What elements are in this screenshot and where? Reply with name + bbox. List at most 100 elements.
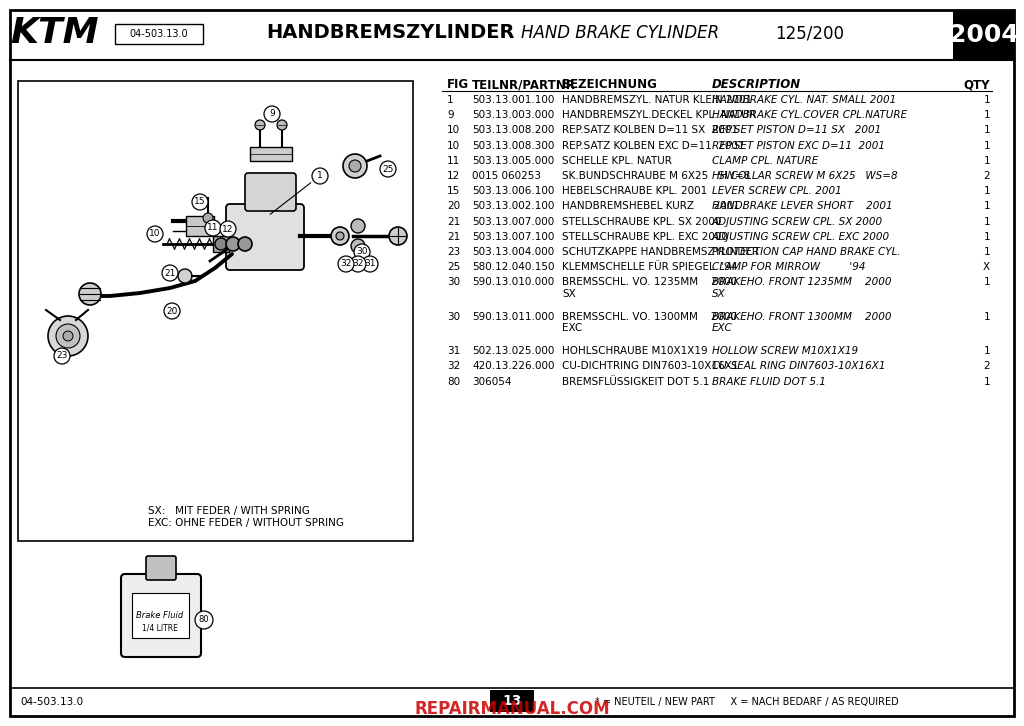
Text: 1: 1	[983, 232, 990, 242]
Text: 1: 1	[983, 377, 990, 387]
Text: REP.SET PISTON D=11 SX   2001: REP.SET PISTON D=11 SX 2001	[712, 126, 882, 136]
Text: DESCRIPTION: DESCRIPTION	[712, 78, 801, 91]
Circle shape	[338, 256, 354, 272]
Circle shape	[54, 348, 70, 364]
Text: REP.SATZ KOLBEN EXC D=11  2001: REP.SATZ KOLBEN EXC D=11 2001	[562, 141, 744, 150]
Text: STELLSCHRAUBE KPL. EXC 2000: STELLSCHRAUBE KPL. EXC 2000	[562, 232, 728, 242]
Text: 2004: 2004	[949, 23, 1019, 47]
Text: CLAMP CPL. NATURE: CLAMP CPL. NATURE	[712, 156, 818, 166]
Text: BEZEICHNUNG: BEZEICHNUNG	[562, 78, 657, 91]
Text: 21: 21	[447, 232, 460, 242]
Text: 31: 31	[447, 346, 460, 356]
Text: REP.SET PISTON EXC D=11  2001: REP.SET PISTON EXC D=11 2001	[712, 141, 885, 150]
Circle shape	[162, 265, 178, 281]
Text: 21: 21	[447, 216, 460, 227]
Bar	[490, 690, 534, 712]
Text: 503.13.008.200: 503.13.008.200	[472, 126, 554, 136]
Text: 1: 1	[983, 126, 990, 136]
Text: 1: 1	[983, 247, 990, 257]
Text: 9: 9	[447, 110, 454, 121]
Text: 1: 1	[983, 201, 990, 211]
Text: 25: 25	[382, 165, 393, 174]
Text: 32: 32	[447, 362, 460, 372]
Text: 04-503.13.0: 04-503.13.0	[20, 697, 83, 707]
Circle shape	[362, 256, 378, 272]
Circle shape	[264, 106, 280, 122]
Text: SCHELLE KPL. NATUR: SCHELLE KPL. NATUR	[562, 156, 672, 166]
Text: FIG: FIG	[447, 78, 469, 91]
Text: 503.13.005.000: 503.13.005.000	[472, 156, 554, 166]
Circle shape	[351, 239, 365, 253]
Text: KTM: KTM	[10, 16, 99, 50]
Text: 590.13.010.000: 590.13.010.000	[472, 277, 554, 287]
Text: 0015 060253: 0015 060253	[472, 171, 541, 181]
Circle shape	[238, 237, 252, 251]
Text: HANDBRAKE CYL.COVER CPL.NATURE: HANDBRAKE CYL.COVER CPL.NATURE	[712, 110, 907, 121]
Circle shape	[389, 227, 407, 245]
Text: 30: 30	[356, 248, 368, 256]
Circle shape	[203, 213, 213, 223]
Text: SCHUTZKAPPE HANDBREMSZYLINDER: SCHUTZKAPPE HANDBREMSZYLINDER	[562, 247, 759, 257]
Text: * = NEUTEIL / NEW PART     X = NACH BEDARF / AS REQUIRED: * = NEUTEIL / NEW PART X = NACH BEDARF /…	[595, 697, 899, 707]
Text: QTY: QTY	[964, 78, 990, 91]
Circle shape	[164, 303, 180, 319]
Text: PROTECTION CAP HAND BRAKE CYL.: PROTECTION CAP HAND BRAKE CYL.	[712, 247, 901, 257]
Circle shape	[312, 168, 328, 184]
Text: HOHLSCHRAUBE M10X1X19: HOHLSCHRAUBE M10X1X19	[562, 346, 708, 356]
Text: 10: 10	[150, 229, 161, 239]
Text: Brake Fluid: Brake Fluid	[136, 611, 183, 621]
Text: BRAKEHO. FRONT 1235MM    2000
SX: BRAKEHO. FRONT 1235MM 2000 SX	[712, 277, 892, 299]
Text: 11: 11	[207, 224, 219, 232]
Text: 503.13.002.100: 503.13.002.100	[472, 201, 554, 211]
Text: 580.12.040.150: 580.12.040.150	[472, 262, 555, 272]
Text: 125/200: 125/200	[775, 24, 845, 42]
Text: 2: 2	[983, 362, 990, 372]
Text: 1: 1	[983, 141, 990, 150]
Circle shape	[278, 120, 287, 130]
Text: ADJUSTING SCREW CPL. EXC 2000: ADJUSTING SCREW CPL. EXC 2000	[712, 232, 890, 242]
Text: 31: 31	[365, 259, 376, 269]
Text: BRAKEHO. FRONT 1300MM    2000
EXC: BRAKEHO. FRONT 1300MM 2000 EXC	[712, 311, 892, 333]
Text: KLEMMSCHELLE FÜR SPIEGEL  '94: KLEMMSCHELLE FÜR SPIEGEL '94	[562, 262, 737, 272]
Text: HAND BRAKE CYLINDER: HAND BRAKE CYLINDER	[521, 24, 719, 42]
Bar	[213, 236, 229, 252]
Text: HANDBRAKE CYL. NAT. SMALL 2001: HANDBRAKE CYL. NAT. SMALL 2001	[712, 95, 896, 105]
Text: SX:   MIT FEDER / WITH SPRING: SX: MIT FEDER / WITH SPRING	[148, 506, 310, 516]
Text: 502.13.025.000: 502.13.025.000	[472, 346, 554, 356]
Text: 503.13.006.100: 503.13.006.100	[472, 186, 554, 196]
Text: 10: 10	[447, 141, 460, 150]
Text: 2: 2	[983, 171, 990, 181]
Text: HANDBREMSZYLINDER: HANDBREMSZYLINDER	[266, 23, 514, 43]
Text: REP.SATZ KOLBEN D=11 SX  2001: REP.SATZ KOLBEN D=11 SX 2001	[562, 126, 738, 136]
Text: 503.13.008.300: 503.13.008.300	[472, 141, 554, 150]
Circle shape	[195, 611, 213, 629]
Text: 80: 80	[199, 616, 209, 624]
Text: HANDBREMSZYL. NATUR KLEIN 2001: HANDBREMSZYL. NATUR KLEIN 2001	[562, 95, 752, 105]
Text: 1: 1	[983, 95, 990, 105]
Circle shape	[193, 194, 208, 210]
Circle shape	[63, 331, 73, 341]
Text: LEVER SCREW CPL. 2001: LEVER SCREW CPL. 2001	[712, 186, 842, 196]
Text: 1: 1	[983, 216, 990, 227]
Circle shape	[336, 232, 344, 240]
Text: 20: 20	[166, 306, 178, 316]
FancyBboxPatch shape	[245, 173, 296, 211]
Circle shape	[331, 227, 349, 245]
Text: BREMSSCHL. VO. 1235MM    2000
SX: BREMSSCHL. VO. 1235MM 2000 SX	[562, 277, 737, 299]
Text: 1/4 LITRE: 1/4 LITRE	[142, 624, 178, 632]
Text: 420.13.226.000: 420.13.226.000	[472, 362, 555, 372]
Text: 32: 32	[340, 259, 351, 269]
Text: 80: 80	[447, 377, 460, 387]
Text: 590.13.011.000: 590.13.011.000	[472, 311, 554, 322]
Text: HANDBRAKE LEVER SHORT    2001: HANDBRAKE LEVER SHORT 2001	[712, 201, 893, 211]
Text: BREMSSCHL. VO. 1300MM    2000
EXC: BREMSSCHL. VO. 1300MM 2000 EXC	[562, 311, 737, 333]
Text: CU-DICHTRING DIN7603-10X16X1: CU-DICHTRING DIN7603-10X16X1	[562, 362, 738, 372]
Bar	[18, 81, 413, 541]
Text: STELLSCHRAUBE KPL. SX 2000: STELLSCHRAUBE KPL. SX 2000	[562, 216, 721, 227]
Circle shape	[350, 256, 366, 272]
Text: 32: 32	[352, 259, 364, 269]
Text: CLAMP FOR MIRROW         '94: CLAMP FOR MIRROW '94	[712, 262, 865, 272]
Text: 15: 15	[195, 197, 206, 206]
Text: 503.13.007.000: 503.13.007.000	[472, 216, 554, 227]
Bar	[186, 216, 214, 236]
